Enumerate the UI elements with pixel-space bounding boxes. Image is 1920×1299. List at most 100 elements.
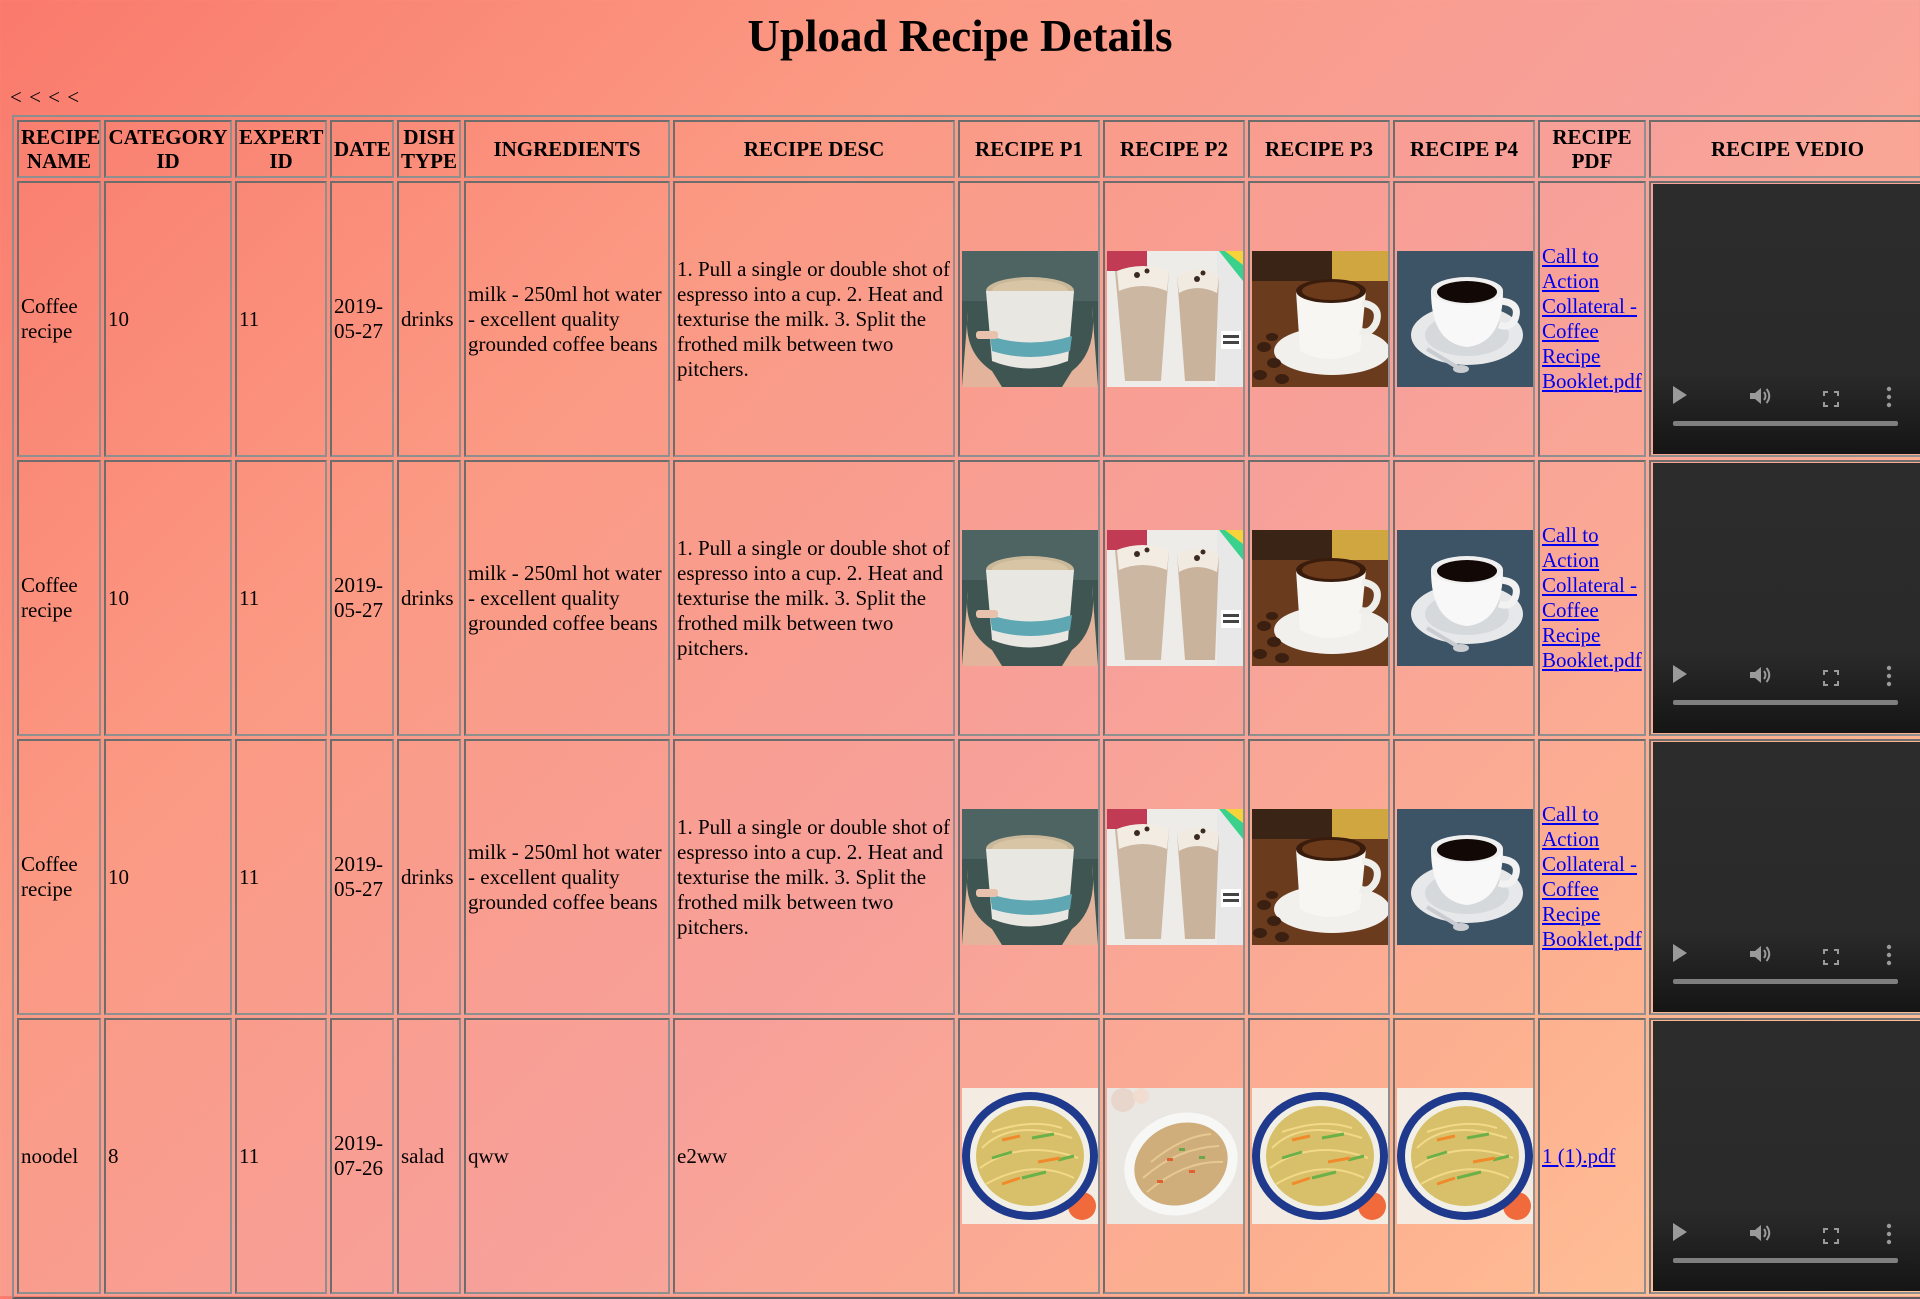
volume-icon[interactable] (1749, 1223, 1771, 1243)
video-progress-bar[interactable] (1673, 979, 1898, 984)
ingredients-cell: milk - 250ml hot water - excellent quali… (464, 739, 670, 1015)
header-recipe-desc: RECIPE DESC (673, 120, 955, 178)
recipe-video-cell (1649, 739, 1920, 1015)
more-options-icon[interactable] (1886, 386, 1892, 408)
play-icon[interactable] (1673, 1223, 1687, 1241)
header-recipe-name: RECIPE NAME (17, 120, 101, 178)
ingredients-cell: milk - 250ml hot water - excellent quali… (464, 181, 670, 457)
header-recipe-p3: RECIPE P3 (1248, 120, 1390, 178)
recipe-p3-cell (1248, 1018, 1390, 1294)
ingredients-cell: milk - 250ml hot water - excellent quali… (464, 460, 670, 736)
table-row: Coffee recipe 10 11 2019-05-27 drinks mi… (17, 181, 1920, 457)
header-ingredients: INGREDIENTS (464, 120, 670, 178)
date-cell: 2019-05-27 (330, 181, 394, 457)
noodles-plate-image (1397, 1088, 1533, 1224)
expert-id-cell: 11 (235, 1018, 327, 1294)
fullscreen-icon[interactable] (1823, 1225, 1839, 1244)
recipe-p3-cell (1248, 181, 1390, 457)
pdf-link[interactable]: 1 (1).pdf (1542, 1143, 1616, 1168)
recipe-pdf-cell: Call to Action Collateral - Coffee Recip… (1538, 739, 1646, 1015)
latte-cup-in-hands-image (962, 809, 1098, 945)
page-title: Upload Recipe Details (747, 11, 1173, 61)
video-player[interactable] (1653, 463, 1920, 733)
header-expert-id: EXPERT ID (235, 120, 327, 178)
table-header-row: RECIPE NAME CATEGORY ID EXPERT ID DATE D… (17, 120, 1920, 178)
recipe-pdf-cell: Call to Action Collateral - Coffee Recip… (1538, 181, 1646, 457)
cold-coffee-glasses-image (1107, 251, 1243, 387)
header-date: DATE (330, 120, 394, 178)
recipe-pdf-cell: Call to Action Collateral - Coffee Recip… (1538, 460, 1646, 736)
description-cell: e2ww (673, 1018, 955, 1294)
header-recipe-p1: RECIPE P1 (958, 120, 1100, 178)
play-icon[interactable] (1673, 665, 1687, 683)
recipe-p4-cell (1393, 460, 1535, 736)
more-options-icon[interactable] (1886, 665, 1892, 687)
video-player[interactable] (1653, 1021, 1920, 1291)
noodles-oval-dish-image (1107, 1088, 1243, 1224)
table-body: Coffee recipe 10 11 2019-05-27 drinks mi… (17, 181, 1920, 1294)
video-progress-bar[interactable] (1673, 700, 1898, 705)
play-icon[interactable] (1673, 386, 1687, 404)
more-options-icon[interactable] (1886, 1223, 1892, 1245)
recipe-name-cell: noodel (17, 1018, 101, 1294)
video-player[interactable] (1653, 742, 1920, 1012)
video-progress-bar[interactable] (1673, 421, 1898, 426)
table-row: Coffee recipe 10 11 2019-05-27 drinks mi… (17, 739, 1920, 1015)
video-progress-bar[interactable] (1673, 1258, 1898, 1263)
header-recipe-p4: RECIPE P4 (1393, 120, 1535, 178)
date-cell: 2019-05-27 (330, 739, 394, 1015)
noodles-plate-image (962, 1088, 1098, 1224)
category-id-cell: 10 (104, 181, 232, 457)
header-recipe-video: RECIPE VEDIO (1649, 120, 1920, 178)
volume-icon[interactable] (1749, 944, 1771, 964)
black-coffee-cup-on-saucer-image (1397, 530, 1533, 666)
recipe-p4-cell (1393, 181, 1535, 457)
description-cell: 1. Pull a single or double shot of espre… (673, 181, 955, 457)
dish-type-cell: drinks (397, 460, 461, 736)
category-id-cell: 8 (104, 1018, 232, 1294)
ingredients-cell: qww (464, 1018, 670, 1294)
volume-icon[interactable] (1749, 665, 1771, 685)
cold-coffee-glasses-image (1107, 530, 1243, 666)
pdf-link[interactable]: Call to Action Collateral - Coffee Recip… (1542, 244, 1642, 393)
description-cell: 1. Pull a single or double shot of espre… (673, 739, 955, 1015)
recipe-p2-cell (1103, 739, 1245, 1015)
header-category-id: CATEGORY ID (104, 120, 232, 178)
date-cell: 2019-07-26 (330, 1018, 394, 1294)
fullscreen-icon[interactable] (1823, 946, 1839, 965)
recipe-p2-cell (1103, 1018, 1245, 1294)
header-recipe-pdf: RECIPE PDF (1538, 120, 1646, 178)
recipe-p1-cell (958, 739, 1100, 1015)
back-link[interactable]: < < < < (10, 85, 81, 109)
recipe-name-cell: Coffee recipe (17, 739, 101, 1015)
video-player[interactable] (1653, 184, 1920, 454)
expert-id-cell: 11 (235, 739, 327, 1015)
category-id-cell: 10 (104, 460, 232, 736)
noodles-plate-image (1252, 1088, 1388, 1224)
volume-icon[interactable] (1749, 386, 1771, 406)
dish-type-cell: drinks (397, 181, 461, 457)
header-dish-type: DISH TYPE (397, 120, 461, 178)
fullscreen-icon[interactable] (1823, 667, 1839, 686)
dish-type-cell: salad (397, 1018, 461, 1294)
recipe-name-cell: Coffee recipe (17, 460, 101, 736)
recipe-p4-cell (1393, 1018, 1535, 1294)
recipe-pdf-cell: 1 (1).pdf (1538, 1018, 1646, 1294)
black-coffee-cup-with-beans-image (1252, 809, 1388, 945)
more-options-icon[interactable] (1886, 944, 1892, 966)
expert-id-cell: 11 (235, 181, 327, 457)
pdf-link[interactable]: Call to Action Collateral - Coffee Recip… (1542, 523, 1642, 672)
recipe-p1-cell (958, 460, 1100, 736)
latte-cup-in-hands-image (962, 251, 1098, 387)
latte-cup-in-hands-image (962, 530, 1098, 666)
header-recipe-p2: RECIPE P2 (1103, 120, 1245, 178)
black-coffee-cup-with-beans-image (1252, 530, 1388, 666)
pdf-link[interactable]: Call to Action Collateral - Coffee Recip… (1542, 802, 1642, 951)
dish-type-cell: drinks (397, 739, 461, 1015)
fullscreen-icon[interactable] (1823, 388, 1839, 407)
table-row: Coffee recipe 10 11 2019-05-27 drinks mi… (17, 460, 1920, 736)
recipe-p2-cell (1103, 460, 1245, 736)
recipe-name-cell: Coffee recipe (17, 181, 101, 457)
play-icon[interactable] (1673, 944, 1687, 962)
